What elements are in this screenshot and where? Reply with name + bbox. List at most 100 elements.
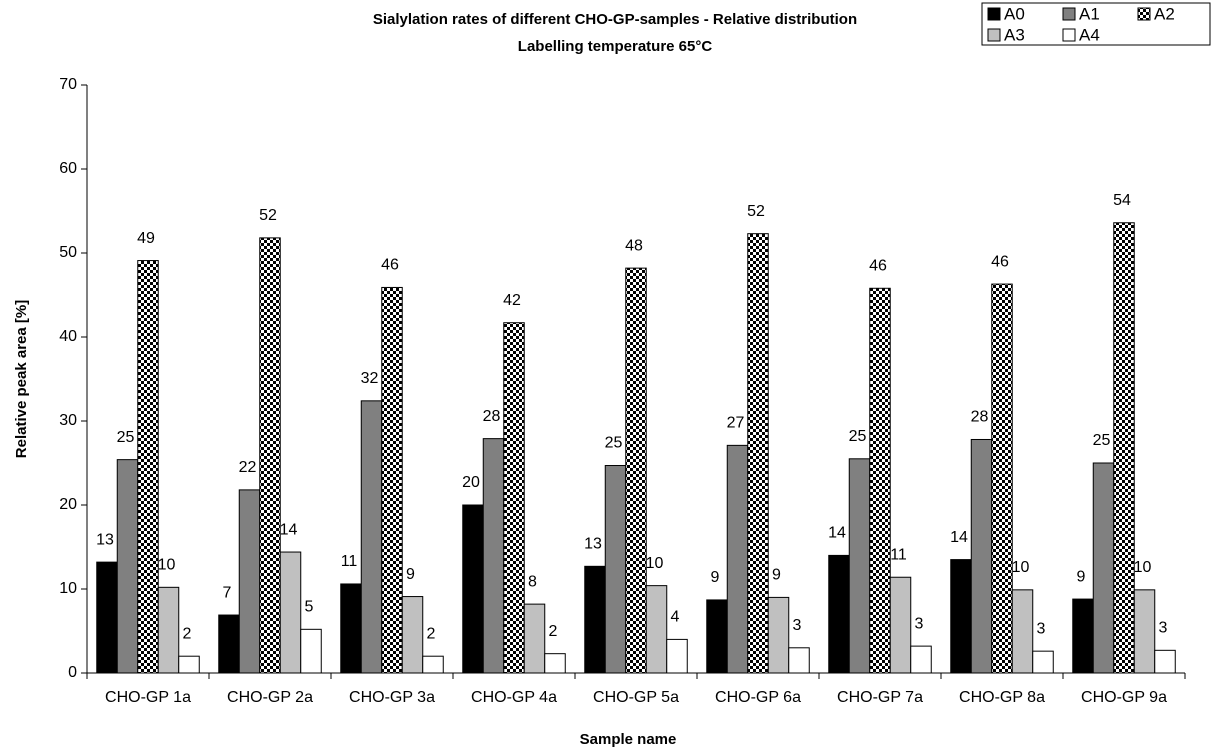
value-label: 25 (117, 429, 135, 446)
value-label: 9 (711, 569, 720, 586)
legend-label: A2 (1154, 4, 1175, 23)
x-tick-label: CHO-GP 2a (227, 689, 313, 706)
bar (1072, 598, 1094, 674)
bar (1154, 649, 1176, 674)
bar (1113, 222, 1135, 674)
value-label: 28 (971, 409, 989, 426)
bar (178, 655, 200, 674)
bar (360, 400, 383, 674)
bar (96, 561, 118, 674)
value-label: 3 (793, 617, 802, 634)
bar (238, 489, 261, 674)
x-tick-label: CHO-GP 3a (349, 689, 435, 706)
bar (848, 458, 871, 674)
legend-swatch (1062, 28, 1076, 42)
value-label: 2 (427, 625, 436, 642)
bar (462, 504, 484, 674)
value-label: 10 (158, 557, 176, 574)
y-tick-label: 50 (59, 244, 77, 261)
bar (970, 438, 993, 674)
value-label: 11 (341, 553, 358, 570)
bar (544, 653, 566, 674)
legend-swatch (987, 7, 1001, 21)
value-label: 3 (1159, 620, 1168, 637)
value-label: 52 (259, 207, 277, 224)
value-label: 28 (483, 408, 501, 425)
bar (889, 576, 912, 674)
bar (726, 444, 749, 674)
bar (523, 603, 546, 674)
value-label: 46 (381, 257, 399, 274)
chart-subtitle: Labelling temperature 65°C (518, 38, 713, 55)
bar (137, 260, 159, 674)
value-label: 25 (605, 435, 623, 452)
value-label: 11 (890, 546, 907, 563)
bar (584, 565, 606, 674)
y-tick-label: 0 (68, 664, 77, 681)
x-tick-label: CHO-GP 5a (593, 689, 679, 706)
bar (1011, 589, 1034, 674)
y-tick-label: 60 (59, 160, 77, 177)
y-tick-label: 30 (59, 412, 77, 429)
value-label: 14 (280, 521, 298, 538)
legend-label: A4 (1079, 25, 1100, 44)
bar (747, 233, 769, 674)
value-label: 48 (625, 237, 643, 254)
value-label: 25 (1093, 432, 1111, 449)
bar (482, 438, 505, 674)
bar (604, 465, 627, 674)
bar (625, 267, 647, 674)
bar (645, 585, 668, 674)
legend-swatch (987, 28, 1001, 42)
bar (340, 583, 362, 674)
x-tick-label: CHO-GP 9a (1081, 689, 1167, 706)
bar (767, 596, 790, 674)
bar (1092, 462, 1115, 674)
legend-label: A1 (1079, 4, 1100, 23)
bar (950, 559, 972, 674)
bar (422, 655, 444, 674)
bar (1032, 650, 1054, 674)
value-label: 8 (528, 573, 537, 590)
value-label: 52 (747, 203, 765, 220)
value-label: 2 (183, 625, 192, 642)
y-tick-label: 40 (59, 328, 77, 345)
value-label: 9 (772, 567, 781, 584)
value-label: 54 (1113, 192, 1131, 209)
bar (381, 286, 403, 674)
value-label: 3 (1037, 620, 1046, 637)
value-label: 9 (1077, 568, 1086, 585)
bar (991, 283, 1013, 674)
value-label: 2 (549, 623, 558, 640)
bar (300, 628, 322, 674)
bar (869, 287, 891, 674)
value-label: 5 (305, 599, 314, 616)
x-tick-label: CHO-GP 6a (715, 689, 801, 706)
bar (666, 638, 688, 674)
value-label: 49 (137, 230, 155, 247)
x-tick-label: CHO-GP 4a (471, 689, 557, 706)
value-label: 14 (950, 529, 968, 546)
x-tick-label: CHO-GP 7a (837, 689, 923, 706)
y-tick-label: 70 (59, 76, 77, 93)
bar (259, 237, 281, 674)
value-label: 32 (361, 370, 379, 387)
bar (910, 645, 932, 674)
value-label: 13 (96, 531, 114, 548)
bar (503, 322, 525, 674)
legend-label: A0 (1004, 4, 1025, 23)
y-tick-label: 10 (59, 580, 77, 597)
bar (279, 551, 302, 674)
value-label: 7 (223, 584, 232, 601)
x-tick-label: CHO-GP 1a (105, 689, 191, 706)
x-axis-title: Sample name (580, 731, 677, 748)
bar (218, 614, 240, 674)
value-label: 10 (1134, 559, 1152, 576)
value-label: 4 (671, 609, 680, 626)
bar (401, 596, 424, 674)
value-label: 20 (462, 474, 480, 491)
bar (706, 599, 728, 674)
value-label: 46 (869, 257, 887, 274)
value-label: 3 (915, 615, 924, 632)
